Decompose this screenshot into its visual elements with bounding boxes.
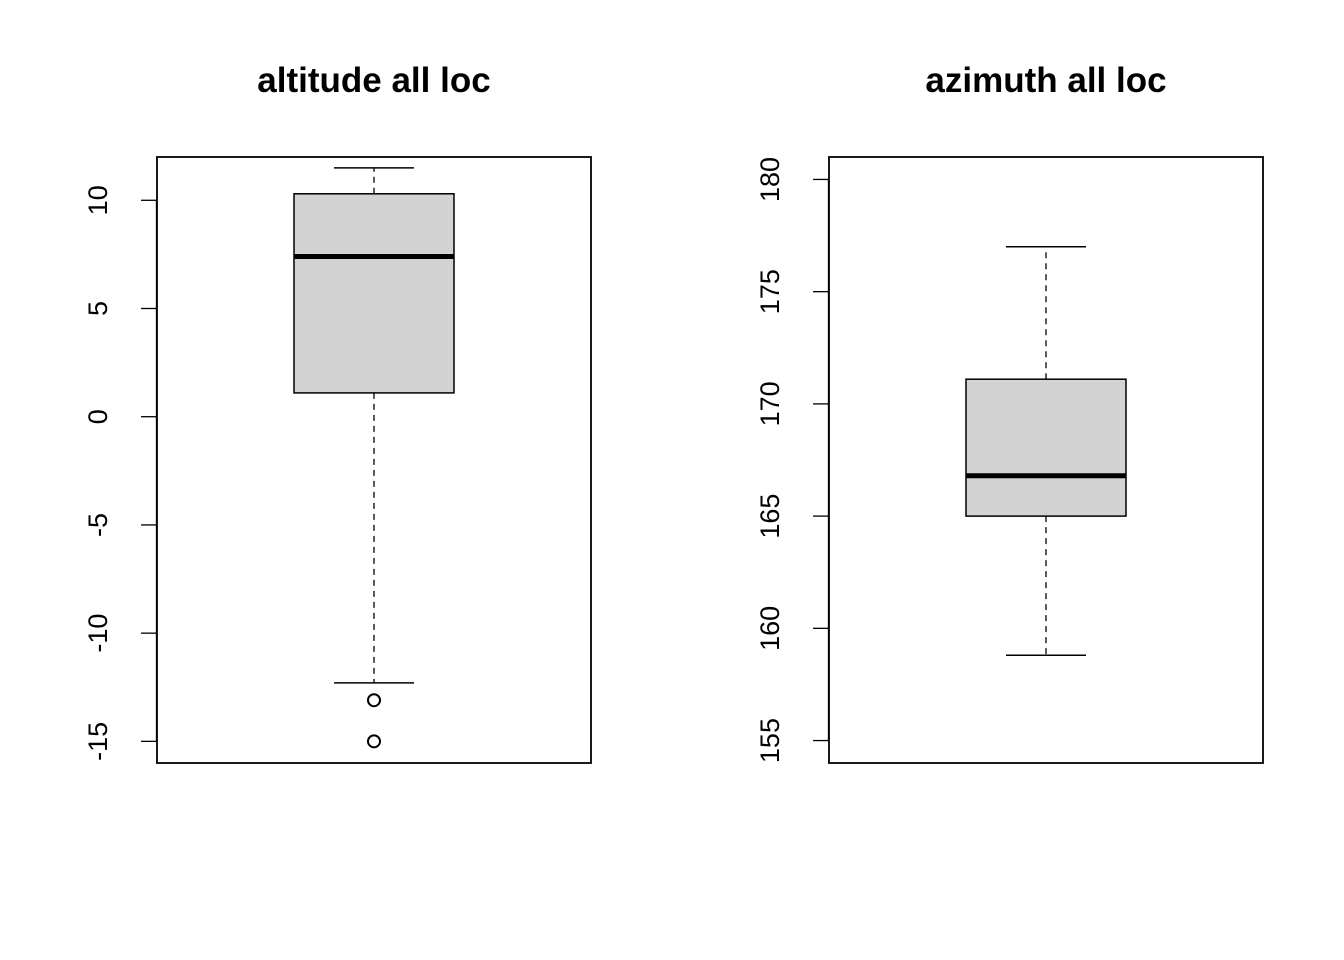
plot-frame <box>828 156 1264 764</box>
y-tick-label: 10 <box>83 185 113 215</box>
chart-title: azimuth all loc <box>925 61 1166 100</box>
y-tick-label: 160 <box>755 606 785 651</box>
y-tick-label: 175 <box>755 269 785 314</box>
y-tick-label: 155 <box>755 718 785 763</box>
iqr-box <box>293 193 455 394</box>
y-tick-label: 165 <box>755 494 785 539</box>
y-tick-label: -15 <box>83 722 113 761</box>
altitude-panel: altitude all loc -15 -10 -5 0 5 10 <box>83 61 592 764</box>
y-tick-label: -10 <box>83 614 113 653</box>
chart-title: altitude all loc <box>257 61 490 100</box>
outlier-point <box>367 734 381 749</box>
outlier-point <box>367 693 381 708</box>
y-tick-label: 5 <box>83 301 113 316</box>
y-tick-label: 170 <box>755 381 785 426</box>
y-tick-label: 180 <box>755 157 785 202</box>
y-tick-label: -5 <box>83 513 113 537</box>
plot-frame <box>156 156 592 764</box>
y-tick-label: 0 <box>83 409 113 424</box>
azimuth-panel: azimuth all loc 155 160 165 170 175 180 <box>755 61 1264 764</box>
iqr-box <box>965 378 1127 517</box>
